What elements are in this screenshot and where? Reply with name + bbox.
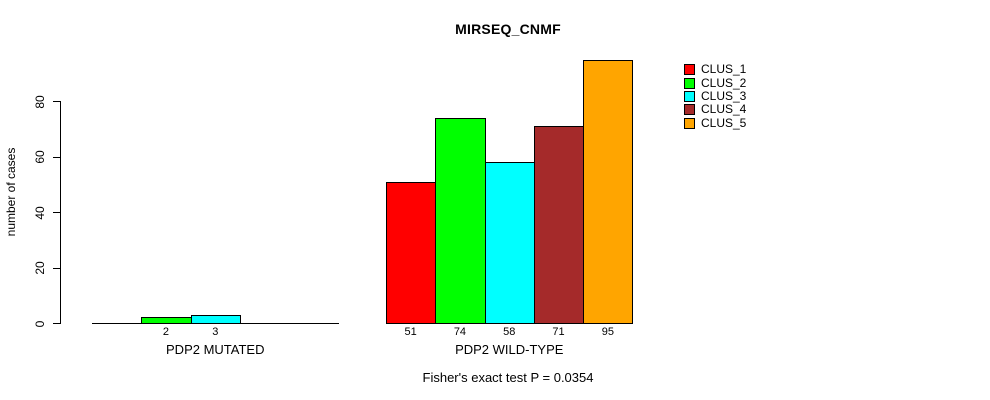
y-axis-tick — [53, 212, 60, 214]
legend-entry-clus_5: CLUS_5 — [684, 115, 747, 130]
bar-clus_2-pdp2-mutated — [141, 317, 192, 324]
y-axis-tick-label: 60 — [33, 150, 47, 164]
bar-value-label: 74 — [453, 326, 467, 338]
bar-value-label: 95 — [601, 326, 614, 338]
legend-label: CLUS_1 — [701, 62, 747, 77]
legend-entry-clus_1: CLUS_1 — [684, 63, 746, 76]
bar-clus_1-pdp2-wild-type — [386, 181, 437, 324]
bar-value-label: 2 — [162, 326, 169, 338]
bar-clus_2-pdp2-wild-type — [435, 117, 486, 324]
legend-label: CLUS_4 — [701, 102, 747, 117]
legend: CLUS_1 CLUS_2 CLUS_3 CLUS_4 CLUS_5 — [684, 63, 746, 130]
legend-entry-clus_2: CLUS_2 — [684, 76, 746, 89]
bar-clus_5-pdp2-wild-type — [583, 59, 634, 324]
legend-label: CLUS_2 — [701, 75, 747, 90]
legend-entry-clus_4: CLUS_4 — [684, 103, 746, 116]
group-label-pdp2-mutated: PDP2 MUTATED — [166, 342, 265, 357]
bar-value-label: 3 — [212, 326, 219, 338]
bar-clus_4-pdp2-wild-type — [533, 126, 585, 324]
group-label-pdp2-wild-type: PDP2 WILD-TYPE — [455, 342, 564, 357]
y-axis-tick-label: 80 — [33, 95, 47, 109]
legend-swatch-clus_5 — [684, 117, 695, 129]
legend-label: CLUS_5 — [701, 115, 747, 130]
bar-value-label: 71 — [552, 326, 565, 338]
bar-value-label: 58 — [503, 326, 516, 338]
legend-swatch-clus_3 — [684, 90, 695, 102]
y-axis-tick-label: 40 — [33, 205, 47, 220]
y-axis-tick-label: 0 — [33, 320, 47, 327]
y-axis-tick — [53, 101, 60, 103]
bar-value-label: 51 — [404, 326, 417, 338]
legend-swatch-clus_1 — [684, 64, 695, 76]
legend-swatch-clus_4 — [684, 104, 695, 116]
fisher-test-annotation: Fisher's exact test P = 0.0354 — [422, 370, 594, 385]
legend-entry-clus_3: CLUS_3 — [684, 88, 747, 103]
legend-label: CLUS_3 — [701, 88, 747, 103]
bar-clus_3-pdp2-mutated — [190, 314, 241, 324]
legend-swatch-clus_2 — [684, 77, 695, 89]
bar-clus_3-pdp2-wild-type — [484, 162, 535, 324]
y-axis-tick — [53, 156, 60, 158]
chart-title: MIRSEQ_CNMF — [455, 21, 561, 37]
y-axis-line — [60, 101, 61, 324]
y-axis-tick-label: 20 — [33, 261, 47, 275]
y-axis-tick — [53, 267, 60, 269]
y-axis-tick — [53, 323, 60, 324]
